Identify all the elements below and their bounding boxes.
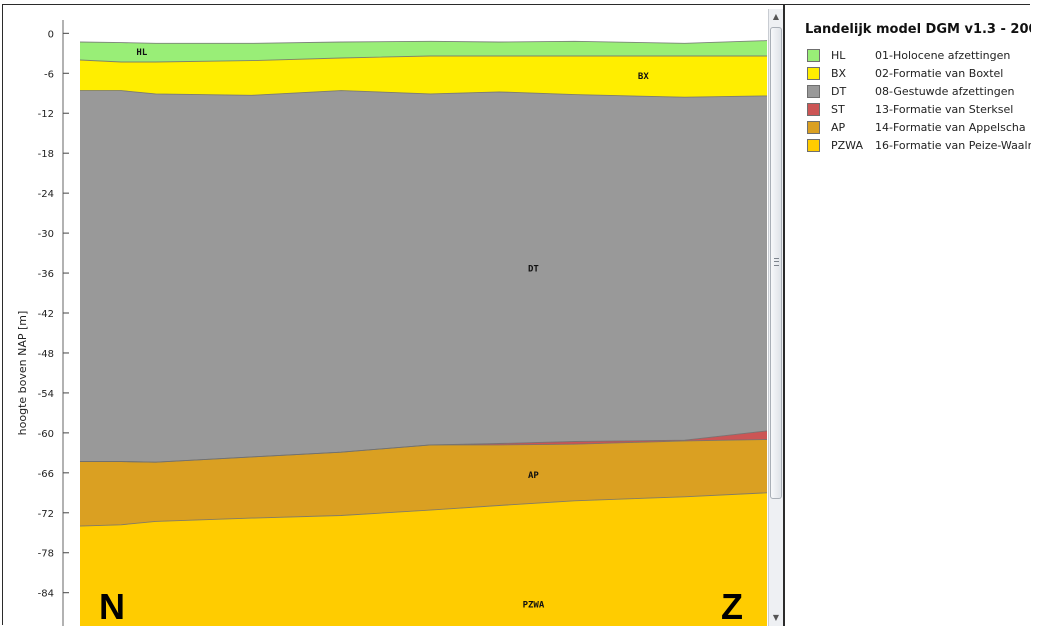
legend-label: 13-Formatie van Sterksel — [875, 103, 1014, 116]
panel-divider[interactable] — [783, 5, 785, 626]
legend-item-bx: BX 02-Formatie van Boxtel — [805, 65, 1031, 83]
layer-dt — [80, 90, 767, 463]
y-tick-label: -48 — [38, 349, 54, 360]
layer-hl — [80, 40, 767, 62]
legend-swatch — [807, 139, 820, 152]
layer-annotation: PZWA — [523, 601, 545, 611]
legend-item-ap: AP 14-Formatie van Appelscha — [805, 119, 1031, 137]
y-tick-label: -30 — [38, 229, 54, 240]
legend-code: DT — [831, 85, 847, 98]
legend-swatch — [807, 67, 820, 80]
vertical-scrollbar[interactable]: ▲ ▼ — [768, 9, 783, 626]
layer-pzwa — [80, 492, 767, 626]
y-tick-label: -24 — [38, 189, 54, 200]
y-tick-label: -78 — [38, 549, 54, 560]
legend-code: HL — [831, 49, 846, 62]
scroll-thumb[interactable] — [770, 27, 782, 499]
y-tick-label: -54 — [38, 389, 54, 400]
legend-code: AP — [831, 121, 846, 134]
legend-panel: Landelijk model DGM v1.3 - 2009 HL 01-Hol… — [785, 5, 1031, 626]
legend-code: PZWA — [831, 139, 863, 152]
y-tick-label: -36 — [38, 269, 54, 280]
legend-list: HL 01-Holocene afzettingen BX 02-Formatie v… — [805, 47, 1031, 155]
legend-item-dt: DT 08-Gestuwde afzettingen — [805, 83, 1031, 101]
legend-item-hl: HL 01-Holocene afzettingen — [805, 47, 1031, 65]
layer-annotation: HL — [136, 48, 147, 58]
y-tick-label: -42 — [38, 309, 54, 320]
legend-label: 14-Formatie van Appelscha — [875, 121, 1026, 134]
layer-annotation: DT — [528, 264, 539, 274]
y-tick-label: 0 — [48, 29, 54, 40]
layer-boundary-1 — [79, 55, 767, 63]
legend-label: 08-Gestuwde afzettingen — [875, 85, 1015, 98]
cross-section-panel: 0 -6 -12 -18 -24 -30 -36 -42 -48 -54 -60 -66 -72 -78 -… — [3, 5, 785, 626]
y-tick-label: -84 — [38, 589, 54, 600]
y-tick-label: -72 — [38, 509, 54, 520]
y-tick-label: -60 — [38, 429, 54, 440]
y-tick-label: -18 — [38, 149, 54, 160]
legend-code: BX — [831, 67, 847, 80]
layer-annotation: AP — [528, 471, 539, 481]
scroll-grip-icon — [774, 258, 779, 266]
legend-label: 02-Formatie van Boxtel — [875, 67, 1004, 80]
legend-item-st: ST 13-Formatie van Sterksel — [805, 101, 1031, 119]
y-tick-label: -6 — [44, 69, 54, 80]
legend-item-pzwa: PZWA 16-Formatie van Peize-Waalre — [805, 137, 1031, 155]
scroll-down-arrow-icon[interactable]: ▼ — [772, 613, 780, 622]
layer-boundary-5 — [79, 492, 768, 527]
legend-label: 01-Holocene afzettingen — [875, 49, 1011, 62]
y-tick-label: -12 — [38, 109, 54, 120]
legend-swatch — [807, 49, 820, 62]
direction-label-north: N — [99, 586, 125, 626]
layer-bx — [80, 56, 767, 98]
layer-ap — [80, 439, 767, 527]
legend-code: ST — [831, 103, 845, 116]
layer-boundary-4 — [80, 439, 768, 463]
legend-title: Landelijk model DGM v1.3 - 2009 — [805, 22, 1031, 37]
layer-boundary-0 — [79, 40, 768, 44]
y-axis-label: hoogte boven NAP [m] — [16, 311, 29, 436]
layer-boundary-2 — [80, 90, 768, 98]
scroll-up-arrow-icon[interactable]: ▲ — [772, 12, 780, 21]
y-tick-label: -66 — [38, 469, 54, 480]
legend-label: 16-Formatie van Peize-Waalre — [875, 139, 1031, 152]
direction-label-south: Z — [721, 586, 743, 626]
viewer-window: 0 -6 -12 -18 -24 -30 -36 -42 -48 -54 -60 -66 -72 -78 -… — [2, 4, 1031, 626]
layer-annotation: BX — [638, 72, 649, 82]
legend-swatch — [807, 103, 820, 116]
cross-section-chart: 0 -6 -12 -18 -24 -30 -36 -42 -48 -54 -60 -66 -72 -78 -… — [16, 20, 768, 626]
legend-swatch — [807, 121, 820, 134]
legend-swatch — [807, 85, 820, 98]
